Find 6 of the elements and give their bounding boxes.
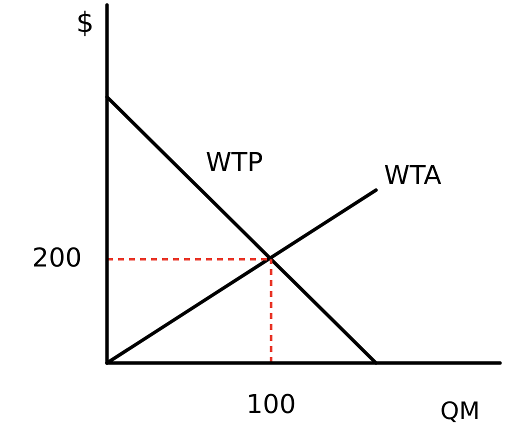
y-axis-title: $ (76, 6, 94, 39)
annotation: 200 (32, 243, 82, 274)
x-axis-title: QM (440, 397, 480, 425)
series-label: WTP (206, 148, 263, 178)
text: 100 (246, 390, 296, 420)
series-label: WTA (384, 161, 442, 192)
